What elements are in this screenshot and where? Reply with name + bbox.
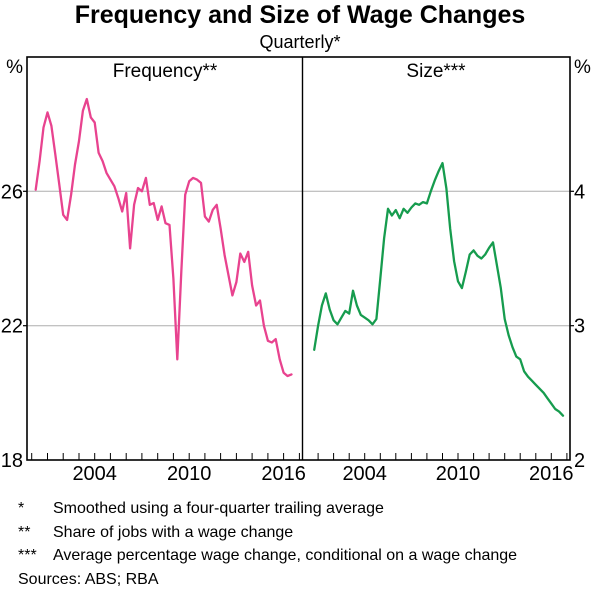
frequency-y-tick-label: 22 [1,316,23,338]
chart-subtitle: Quarterly* [259,32,341,52]
size-unit-label: % [574,57,591,78]
frequency-x-tick-label: 2004 [72,463,117,485]
size-y-tick-label: 3 [574,316,585,338]
footnote-symbol: ** [18,523,31,541]
footnote-symbol: * [18,500,25,517]
size-y-tick-label: 4 [574,181,585,203]
panel-label-size: Size*** [406,61,466,82]
size-x-tick-label: 2010 [436,463,481,485]
frequency-x-tick-label: 2010 [167,463,212,485]
footnotes: * Smoothed using a four-quarter trailing… [18,497,588,591]
frequency-unit-label: % [6,57,23,78]
footnote-text: Smoothed using a four-quarter trailing a… [53,500,384,517]
frequency-line [34,97,293,378]
footnote: *** Average percentage wage change, cond… [18,544,588,568]
size-line [313,161,565,417]
size-y-tick-label: 2 [574,450,585,472]
sources-note: Sources: ABS; RBA [18,570,159,588]
frequency-y-tick-label: 26 [1,181,23,203]
chart-title: Frequency and Size of Wage Changes [74,1,526,29]
frequency-x-tick-label: 2016 [261,463,306,485]
panel-label-frequency: Frequency** [112,61,218,82]
footnote-text: Average percentage wage change, conditio… [53,547,518,564]
frequency-y-tick-label: 18 [1,450,23,472]
footnote: * Smoothed using a four-quarter trailing… [18,497,588,521]
footnote: ** Share of jobs with a wage change [18,521,588,545]
footnote-symbol: *** [18,547,37,564]
chart-frame [26,56,571,461]
footnote-text: Share of jobs with a wage change [53,523,294,541]
size-x-tick-label: 2004 [342,463,387,485]
size-x-tick-label: 2016 [529,463,574,485]
